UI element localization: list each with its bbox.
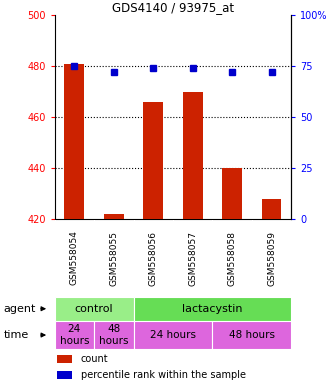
Text: lactacystin: lactacystin	[182, 304, 243, 314]
Title: GDS4140 / 93975_at: GDS4140 / 93975_at	[112, 1, 234, 14]
Bar	[262, 199, 281, 219]
Text: 24 hours: 24 hours	[150, 330, 196, 340]
Text: GSM558054: GSM558054	[70, 231, 79, 285]
Bar	[183, 92, 203, 219]
Bar	[104, 214, 124, 219]
Text: 48 hours: 48 hours	[229, 330, 275, 340]
Text: GSM558057: GSM558057	[188, 230, 197, 286]
Text: time: time	[3, 330, 28, 340]
Bar	[213, 321, 291, 349]
Bar	[133, 297, 291, 321]
Bar	[55, 321, 94, 349]
Text: percentile rank within the sample: percentile rank within the sample	[81, 370, 246, 380]
Text: 24
hours: 24 hours	[60, 324, 89, 346]
Text: agent: agent	[3, 304, 36, 314]
Bar	[133, 321, 213, 349]
Text: control: control	[75, 304, 114, 314]
Bar	[55, 297, 133, 321]
Bar	[57, 355, 72, 363]
Bar	[94, 321, 133, 349]
Text: GSM558059: GSM558059	[267, 230, 276, 286]
Text: GSM558055: GSM558055	[109, 230, 118, 286]
Bar	[222, 168, 242, 219]
Text: GSM558058: GSM558058	[228, 230, 237, 286]
Text: GSM558056: GSM558056	[149, 230, 158, 286]
Bar	[143, 102, 163, 219]
Text: count: count	[81, 354, 108, 364]
Bar	[65, 64, 84, 219]
Text: 48
hours: 48 hours	[99, 324, 128, 346]
Bar	[57, 371, 72, 379]
